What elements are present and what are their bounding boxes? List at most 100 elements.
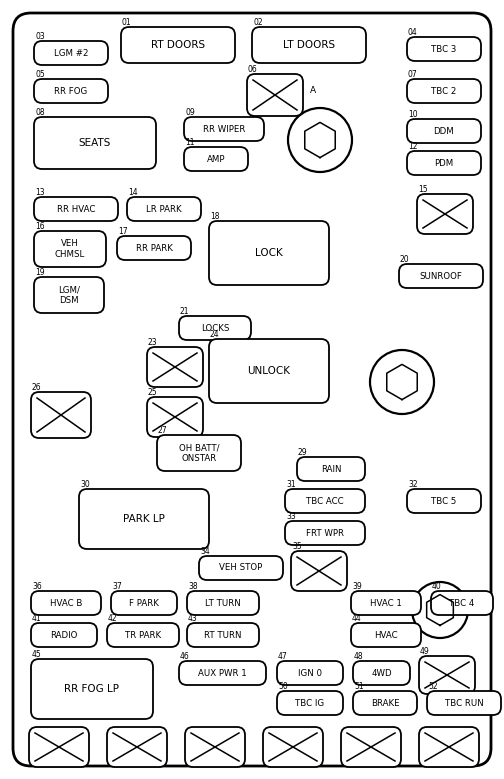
FancyBboxPatch shape [179, 661, 266, 685]
Text: F PARK: F PARK [129, 598, 159, 608]
FancyBboxPatch shape [407, 151, 481, 175]
FancyBboxPatch shape [184, 147, 248, 171]
FancyBboxPatch shape [247, 74, 303, 116]
Text: 02: 02 [253, 18, 263, 27]
FancyBboxPatch shape [187, 623, 259, 647]
FancyBboxPatch shape [419, 727, 479, 767]
FancyBboxPatch shape [351, 591, 421, 615]
Text: HVAC B: HVAC B [50, 598, 82, 608]
Text: 03: 03 [35, 32, 45, 41]
FancyBboxPatch shape [34, 231, 106, 267]
FancyBboxPatch shape [407, 119, 481, 143]
Text: 50: 50 [278, 682, 288, 691]
FancyBboxPatch shape [209, 339, 329, 403]
Text: 47: 47 [278, 652, 288, 661]
FancyBboxPatch shape [431, 591, 493, 615]
FancyBboxPatch shape [147, 397, 203, 437]
FancyBboxPatch shape [31, 392, 91, 438]
Text: LT DOORS: LT DOORS [283, 40, 335, 50]
Text: PARK LP: PARK LP [123, 514, 165, 524]
FancyBboxPatch shape [263, 727, 323, 767]
FancyBboxPatch shape [252, 27, 366, 63]
FancyBboxPatch shape [31, 623, 97, 647]
Text: 21: 21 [180, 307, 190, 316]
FancyBboxPatch shape [285, 521, 365, 545]
FancyBboxPatch shape [31, 591, 101, 615]
FancyBboxPatch shape [184, 117, 264, 141]
FancyBboxPatch shape [407, 37, 481, 61]
FancyBboxPatch shape [427, 691, 501, 715]
Text: 37: 37 [112, 582, 122, 591]
Text: 24: 24 [210, 330, 220, 339]
Text: 11: 11 [185, 138, 195, 147]
Text: 27: 27 [158, 426, 168, 435]
FancyBboxPatch shape [407, 489, 481, 513]
Text: IGN 0: IGN 0 [298, 668, 322, 678]
Text: SUNROOF: SUNROOF [419, 272, 463, 280]
Text: RT DOORS: RT DOORS [151, 40, 205, 50]
FancyBboxPatch shape [277, 661, 343, 685]
FancyBboxPatch shape [117, 236, 191, 260]
Text: HVAC: HVAC [374, 630, 398, 640]
Text: RR PARK: RR PARK [136, 244, 172, 252]
Text: 16: 16 [35, 222, 45, 231]
Text: A: A [310, 86, 316, 94]
Text: RR FOG LP: RR FOG LP [65, 684, 119, 694]
Text: RAIN: RAIN [321, 464, 341, 474]
FancyBboxPatch shape [31, 659, 153, 719]
Text: 12: 12 [408, 142, 417, 151]
Text: 45: 45 [32, 650, 42, 659]
FancyBboxPatch shape [353, 691, 417, 715]
FancyBboxPatch shape [291, 551, 347, 591]
FancyBboxPatch shape [285, 489, 365, 513]
Text: TBC IG: TBC IG [295, 699, 325, 707]
Text: 35: 35 [292, 542, 302, 551]
Text: 46: 46 [180, 652, 190, 661]
FancyBboxPatch shape [34, 277, 104, 313]
Text: 29: 29 [298, 448, 307, 457]
FancyBboxPatch shape [199, 556, 283, 580]
Text: 31: 31 [286, 480, 296, 489]
Text: AUX PWR 1: AUX PWR 1 [198, 668, 247, 678]
Text: 34: 34 [200, 547, 210, 556]
Text: DDM: DDM [433, 126, 455, 136]
Text: TBC ACC: TBC ACC [306, 496, 344, 506]
FancyBboxPatch shape [417, 194, 473, 234]
Text: 33: 33 [286, 512, 296, 521]
FancyBboxPatch shape [187, 591, 259, 615]
Text: 30: 30 [80, 480, 90, 489]
Text: 10: 10 [408, 110, 418, 119]
Text: RT TURN: RT TURN [204, 630, 242, 640]
Text: 04: 04 [408, 28, 418, 37]
FancyBboxPatch shape [419, 656, 475, 694]
FancyBboxPatch shape [353, 661, 410, 685]
Text: TBC 5: TBC 5 [431, 496, 457, 506]
Text: 40: 40 [432, 582, 442, 591]
Text: 15: 15 [418, 185, 427, 194]
FancyBboxPatch shape [209, 221, 329, 285]
Text: 20: 20 [400, 255, 410, 264]
Text: AMP: AMP [207, 154, 225, 164]
Text: RR FOG: RR FOG [54, 86, 88, 96]
FancyBboxPatch shape [185, 727, 245, 767]
Text: LR PARK: LR PARK [146, 205, 182, 213]
FancyBboxPatch shape [121, 27, 235, 63]
Text: 19: 19 [35, 268, 45, 277]
Text: LOCKS: LOCKS [201, 323, 229, 333]
Text: RR HVAC: RR HVAC [57, 205, 95, 213]
Text: 42: 42 [108, 614, 117, 623]
FancyBboxPatch shape [157, 435, 241, 471]
FancyBboxPatch shape [407, 79, 481, 103]
Text: 01: 01 [122, 18, 132, 27]
Text: 38: 38 [188, 582, 198, 591]
FancyBboxPatch shape [179, 316, 251, 340]
Text: 07: 07 [408, 70, 418, 79]
Text: TBC 4: TBC 4 [449, 598, 475, 608]
FancyBboxPatch shape [107, 623, 179, 647]
Text: 44: 44 [352, 614, 362, 623]
Text: TBC 3: TBC 3 [431, 44, 457, 54]
Text: LT TURN: LT TURN [205, 598, 241, 608]
Text: 36: 36 [32, 582, 42, 591]
FancyBboxPatch shape [34, 41, 108, 65]
Text: 51: 51 [354, 682, 363, 691]
